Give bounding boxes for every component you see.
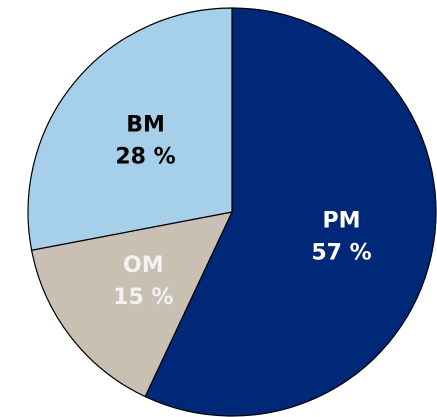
- slice-name: OM: [123, 253, 164, 278]
- slice-name: BM: [126, 112, 165, 137]
- pie-slice: [30, 211, 234, 398]
- slice-name: PM: [322, 208, 360, 233]
- pie-slice: [144, 7, 437, 417]
- slice-value-label: 28 %: [115, 144, 175, 169]
- pie-slice: [27, 7, 233, 251]
- slice-value-label: 15 %: [113, 285, 173, 310]
- slice-value-label: 57 %: [311, 240, 371, 265]
